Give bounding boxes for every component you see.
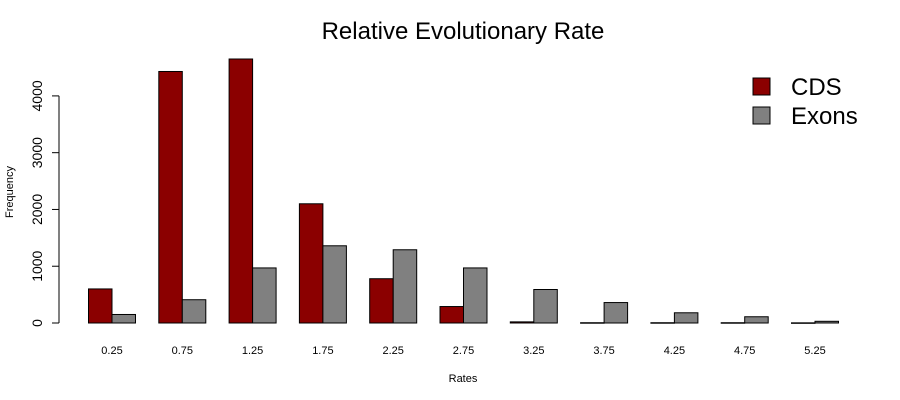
bar-cds-5.25 (791, 322, 816, 324)
y-axis-label: Frequency (4, 166, 16, 218)
bar-cds-0.75 (158, 70, 183, 324)
bar-cds-1.25 (228, 58, 254, 324)
bar-exons-0.75 (181, 299, 207, 324)
bar-exons-2.75 (463, 267, 488, 324)
bar-cds-4.75 (720, 322, 746, 324)
x-tick-label: 4.75 (734, 345, 755, 357)
x-tick-label: 1.75 (312, 345, 333, 357)
x-tick-label: 0.75 (172, 345, 193, 357)
x-tick-label: 3.75 (593, 345, 614, 357)
bar-exons-3.75 (603, 302, 629, 324)
bar-exons-4.75 (744, 316, 769, 324)
chart-title: Relative Evolutionary Rate (322, 18, 605, 45)
bar-cds-3.25 (509, 321, 535, 324)
bar-cds-4.25 (650, 322, 675, 324)
bar-exons-1.25 (252, 267, 277, 324)
x-tick-label: 0.25 (101, 345, 122, 357)
bar-cds-3.75 (580, 322, 605, 324)
legend-swatch-exons (752, 106, 771, 125)
bar-cds-0.25 (88, 288, 113, 324)
x-tick-label: 4.25 (664, 345, 685, 357)
y-tick-label: 4000 (29, 80, 45, 111)
x-tick-label: 1.25 (242, 345, 263, 357)
bar-exons-1.75 (322, 245, 347, 324)
bars (88, 58, 839, 324)
bar-exons-0.25 (111, 313, 136, 324)
x-axis-label: Rates (449, 373, 478, 385)
bar-exons-3.25 (533, 289, 558, 324)
x-tick-labels: 0.25 0.75 1.25 1.75 2.25 2.75 3.25 3.75 4.25 4.75… (101, 345, 825, 357)
x-tick-label: 2.75 (453, 345, 474, 357)
bar-cds-2.75 (439, 306, 464, 324)
bar-exons-4.25 (673, 312, 699, 324)
legend-label-exons: Exons (791, 103, 858, 130)
x-tick-label: 5.25 (804, 345, 825, 357)
y-tick-label: 3000 (29, 137, 45, 168)
y-axis: 0 1000 2000 3000 4000 (29, 80, 60, 327)
bar-exons-5.25 (814, 320, 839, 324)
bar-cds-1.75 (298, 203, 324, 324)
x-tick-label: 3.25 (523, 345, 544, 357)
y-tick-label: 2000 (29, 194, 45, 225)
bar-cds-2.25 (369, 278, 394, 324)
legend-swatch-cds (752, 77, 771, 96)
x-tick-label: 2.25 (382, 345, 403, 357)
y-tick-label: 0 (29, 319, 45, 327)
bar-exons-2.25 (392, 249, 418, 324)
legend-label-cds: CDS (791, 74, 842, 101)
y-tick-label: 1000 (29, 250, 45, 281)
